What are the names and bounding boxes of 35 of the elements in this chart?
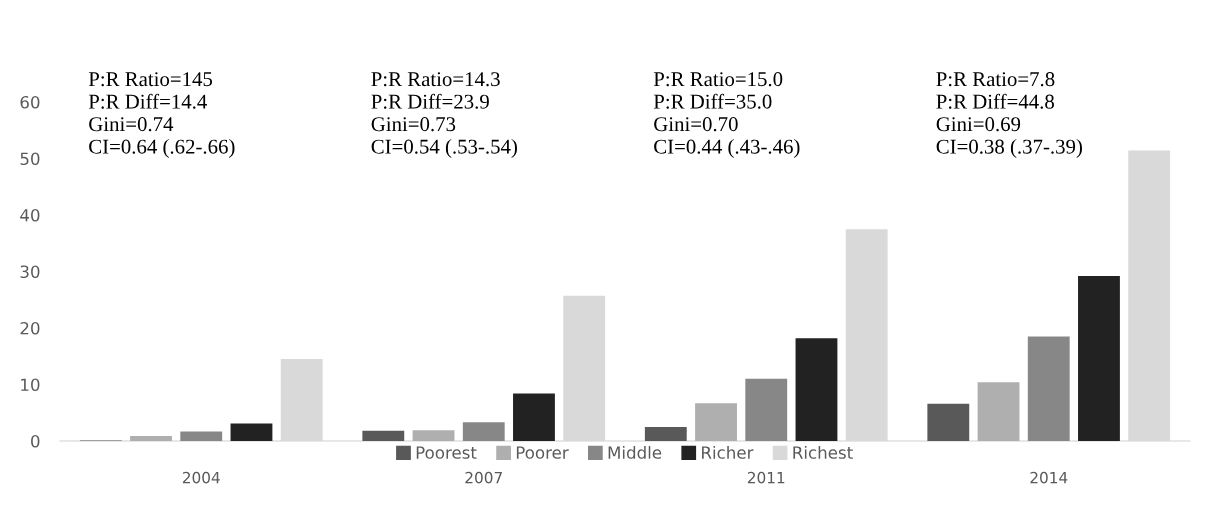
legend-label: Middle (608, 445, 662, 459)
y-tick-label: 60 (20, 95, 40, 109)
bar (644, 426, 687, 441)
y-tick-label: 50 (20, 152, 40, 166)
bar (513, 393, 555, 441)
annotation: P:R Ratio=14.3 P:R Diff=23.9 Gini=0.73 CI=0.54 (.53-.54) (371, 72, 517, 158)
legend-label: Poorer (516, 446, 569, 459)
x-tick-label: 2011 (747, 471, 785, 484)
bar (230, 423, 273, 441)
annotation: P:R Ratio=7.8 P:R Diff=44.8 Gini=0.69 CI=0.38 (.37-.39) (936, 72, 1082, 158)
annotation: P:R Ratio=15.0 P:R Diff=35.0 Gini=0.70 CI=0.44 (.43-.46) (653, 72, 800, 158)
annotation: P:R Ratio=145 P:R Diff=14.4 Gini=0.74 CI=0.64 (.62-.66) (88, 72, 235, 158)
y-tick-label: 10 (21, 378, 40, 392)
bar (130, 435, 172, 441)
bar (462, 422, 505, 441)
y-tick-label: 30 (20, 265, 40, 279)
y-tick-label: 0 (31, 434, 40, 448)
bar (927, 403, 970, 441)
bar (1027, 336, 1070, 441)
bar (795, 338, 838, 441)
bar (180, 431, 223, 441)
bar (695, 403, 737, 441)
x-tick-label: 2007 (465, 471, 502, 484)
bar (412, 430, 455, 441)
legend-label: Richest (793, 445, 853, 459)
bar (1078, 276, 1120, 441)
x-tick-label: 2004 (182, 471, 220, 484)
y-tick-label: 20 (20, 321, 40, 335)
legend-label: Richer (702, 445, 754, 459)
legend-label: Poorest (416, 446, 477, 459)
bar (362, 430, 405, 441)
y-tick-label: 40 (20, 208, 40, 222)
bar (977, 382, 1020, 441)
x-tick-label: 2014 (1030, 471, 1068, 484)
bar (745, 378, 788, 441)
